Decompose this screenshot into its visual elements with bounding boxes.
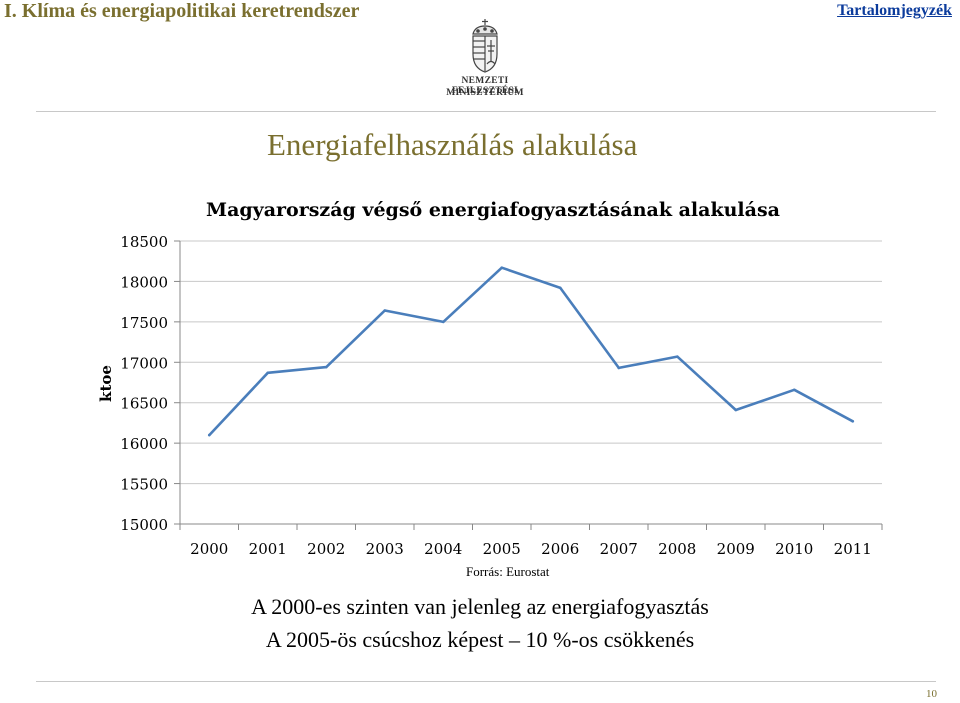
data-point	[792, 388, 796, 392]
x-tick-label: 2005	[483, 540, 521, 558]
data-point	[851, 420, 855, 423]
x-tick-label: 2001	[249, 540, 287, 558]
section-title: Energiafelhasználás alakulása	[267, 127, 638, 162]
y-tick-label: 15000	[120, 516, 168, 534]
table-of-contents-link[interactable]: Tartalomjegyzék	[837, 2, 952, 19]
ministry-logo: NEMZETI FEJLESZTÉSI MINISZTÉRIUM	[430, 18, 540, 102]
line-chart: Magyarország végső energiafogyasztásának…	[90, 190, 900, 567]
y-tick-label: 15500	[120, 476, 168, 494]
data-point	[441, 320, 445, 324]
y-tick-label: 18500	[120, 233, 168, 251]
data-point	[324, 365, 328, 369]
bottom-divider	[36, 681, 936, 682]
data-point	[500, 266, 504, 269]
data-point	[383, 309, 387, 312]
y-tick-label: 18000	[120, 273, 168, 291]
x-tick-label: 2000	[190, 540, 228, 558]
x-tick-label: 2006	[541, 540, 579, 558]
x-tick-label: 2007	[600, 540, 638, 558]
y-tick-label: 17000	[120, 354, 168, 372]
chart-svg: Magyarország végső energiafogyasztásának…	[97, 199, 883, 558]
y-tick-label: 16500	[120, 395, 168, 413]
top-divider	[36, 111, 936, 112]
y-axis-label: ktoe	[97, 365, 115, 402]
x-tick-label: 2002	[307, 540, 345, 558]
logo-text-line2: MINISZTÉRIUM	[446, 88, 524, 98]
x-tick-label: 2004	[424, 540, 462, 558]
x-tick-label: 2008	[658, 540, 696, 558]
y-tick-label: 16000	[120, 435, 168, 453]
chart-title: Magyarország végső energiafogyasztásának…	[206, 199, 780, 221]
series-line	[208, 266, 855, 437]
x-tick-label: 2010	[775, 540, 813, 558]
data-point	[617, 366, 621, 370]
data-point	[266, 371, 270, 375]
header-title: I. Klíma és energiapolitikai keretrendsz…	[4, 0, 360, 22]
logo-text-line1: NEMZETI FEJLESZTÉSI	[451, 76, 519, 96]
coat-of-arms-icon	[472, 19, 498, 73]
data-point	[675, 355, 679, 358]
caption-line-2: A 2005-ös csúcshoz képest – 10 %-os csök…	[265, 627, 695, 652]
caption-line-1: A 2000-es szinten van jelenleg az energi…	[251, 594, 709, 619]
x-tick-label: 2011	[834, 540, 872, 558]
data-point	[558, 286, 562, 290]
x-tick-label: 2003	[366, 540, 404, 558]
y-tick-label: 17500	[120, 314, 168, 332]
source-note: Forrás: Eurostat	[466, 564, 550, 579]
data-point	[734, 408, 738, 412]
data-point	[207, 433, 211, 437]
page-number: 10	[926, 688, 937, 700]
x-tick-label: 2009	[717, 540, 755, 558]
